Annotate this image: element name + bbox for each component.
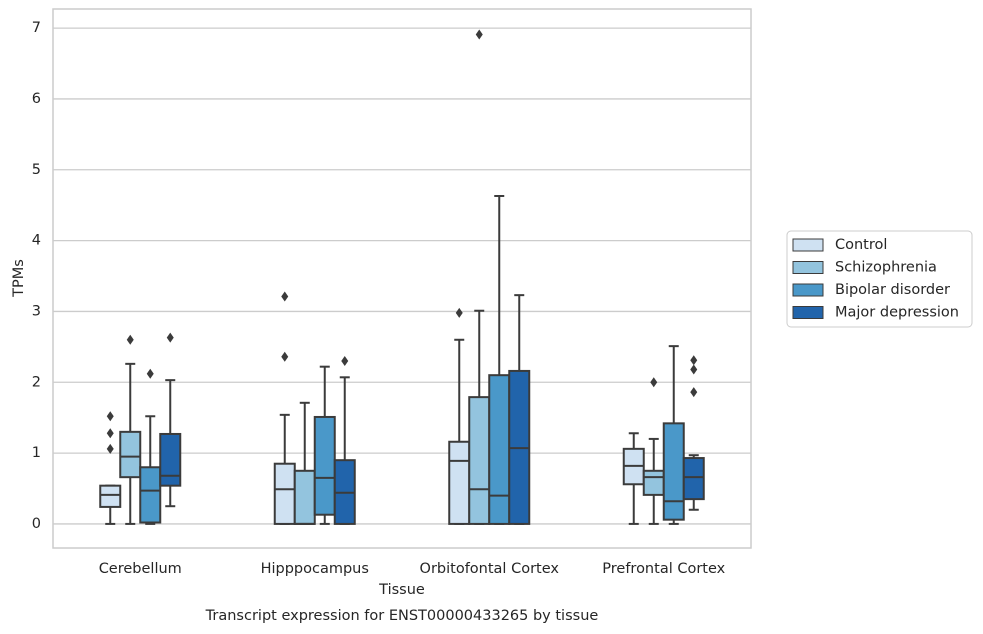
outlier [166,332,174,343]
y-tick-label: 7 [32,20,41,36]
outlier [106,411,114,422]
outlier [341,356,349,367]
legend-frame [786,230,973,328]
outlier [281,351,289,362]
outlier [281,291,289,302]
legend-label: Schizophrenia [835,260,937,276]
box [468,396,491,525]
outlier [146,368,154,379]
x-tick-label: Cerebellum [99,561,182,577]
x-tick-label: Hipppocampus [261,561,369,577]
x-tick-label: Prefrontal Cortex [602,561,725,577]
box [119,430,142,479]
box [159,432,182,487]
outlier [106,428,114,439]
plot-frame [52,8,752,549]
outlier [690,355,698,366]
y-axis-label: TPMs [11,259,27,298]
y-tick-label: 0 [32,516,41,532]
box [99,484,122,508]
y-tick-label: 4 [32,233,41,249]
y-tick-label: 2 [32,374,41,390]
x-axis-label: Tissue [378,582,425,598]
legend-label: Bipolar disorder [835,282,950,298]
chart-title: Transcript expression for ENST0000043326… [205,608,599,624]
outlier [690,364,698,375]
box [642,469,665,496]
legend-swatch [792,306,824,319]
box [313,415,336,516]
box [293,469,316,525]
y-tick-label: 3 [32,303,41,319]
legend-swatch [792,261,824,274]
outlier [650,377,658,388]
x-tick-label: Orbitofontal Cortex [420,561,560,577]
outlier [475,29,483,40]
legend-label: Major depression [835,305,959,321]
box [682,457,705,501]
y-tick-label: 6 [32,91,41,107]
outlier [455,307,463,318]
box [662,422,685,521]
outlier [106,443,114,454]
y-tick-label: 5 [32,162,41,178]
box [139,466,162,524]
outlier [690,387,698,398]
legend-label: Control [835,237,887,253]
outlier [126,334,134,345]
box [273,462,296,525]
legend-swatch [792,283,824,297]
legend-swatch [792,238,824,252]
y-tick-label: 1 [32,445,41,461]
legend: Control Schizophrenia Bipolar disorder Majo… [786,230,973,328]
box [448,440,471,525]
box [488,374,511,525]
